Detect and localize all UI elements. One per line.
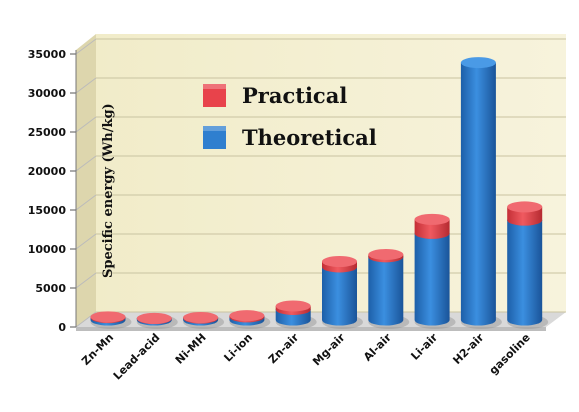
grid-line-side: [75, 272, 97, 289]
bar-practical-Al-air: [368, 248, 404, 263]
bar-theoretical-Li-air-body: [414, 233, 450, 326]
y-tick-label: 20000: [28, 165, 67, 178]
y-tick-label: 25000: [28, 126, 67, 139]
legend-label: Practical: [242, 83, 347, 108]
bar-practical-Ni-MH: [183, 312, 219, 324]
grid-line-side: [75, 116, 97, 133]
bar-theoretical-H2-air-top: [460, 57, 496, 69]
bar-theoretical-Mg-air-body: [322, 266, 357, 326]
bar-theoretical-H2-air-body: [460, 62, 496, 326]
bar-practical-Zn-air: [275, 300, 311, 315]
y-tick-label: 35000: [28, 48, 67, 61]
bar-practical-Li-ion: [229, 310, 265, 323]
bar-practical-Zn-Mn-top: [90, 311, 126, 323]
x-tick-label: H2-air: [450, 331, 486, 367]
bar-practical-Mg-air: [322, 256, 357, 273]
x-tick-label: Mg-air: [310, 331, 348, 369]
grid-line-side: [75, 233, 97, 250]
bar-theoretical-gasoline: [507, 214, 543, 326]
legend-swatch-highlight: [203, 126, 226, 131]
bar-theoretical-Al-air-body: [368, 256, 404, 326]
x-tick-label: Ni-MH: [173, 331, 209, 367]
bar-theoretical-H2-air: [460, 57, 496, 326]
y-tick-label: 10000: [28, 243, 67, 256]
x-tick-label: gasoline: [487, 331, 533, 377]
x-tick-label: Lead-acid: [111, 331, 163, 383]
y-tick-label: 5000: [35, 282, 66, 295]
legend-item: Theoretical: [203, 125, 377, 150]
bar-practical-Ni-MH-top: [183, 312, 219, 324]
grid-line-side: [75, 77, 97, 94]
bar-theoretical-gasoline-body: [507, 220, 543, 326]
grid-line-side: [75, 155, 97, 172]
legend-item: Practical: [203, 83, 347, 108]
bar-practical-Zn-Mn: [90, 311, 126, 324]
bar-practical-Li-air-body: [414, 219, 450, 239]
bar-practical-Zn-air-top: [275, 300, 311, 312]
legend-swatch: [203, 84, 226, 107]
bar-theoretical-Al-air: [368, 251, 404, 326]
legend-swatch: [203, 126, 226, 149]
y-tick-label: 15000: [28, 204, 67, 217]
legend-label: Theoretical: [242, 125, 377, 150]
y-axis-label: Specific energy (Wh/kg): [101, 103, 116, 278]
y-tick-label: 30000: [28, 87, 67, 100]
x-tick-label: Li-ion: [221, 331, 255, 365]
bar-practical-gasoline: [507, 201, 543, 226]
bars: [90, 57, 549, 329]
bar-practical-Mg-air-top: [322, 256, 357, 267]
x-tick-label: Al-air: [361, 331, 394, 364]
bar-practical-Al-air-top: [368, 248, 404, 260]
grid-line-side: [75, 38, 97, 55]
bar-practical-Lead-acid: [136, 312, 172, 325]
x-tick-label: Zn-air: [266, 331, 302, 367]
y-tick-label: 0: [58, 321, 66, 334]
y-axis: 0 5000 10000 15000 20000 25000 30000 35000: [28, 48, 77, 334]
x-tick-label: Li-air: [408, 331, 440, 363]
bar-theoretical-Li-air: [414, 227, 450, 326]
plot-side-wall: [76, 34, 96, 327]
x-tick-label: Zn-Mn: [79, 331, 116, 368]
legend-swatch-highlight: [203, 84, 226, 89]
grid-line-side: [75, 194, 97, 211]
bar-practical-Li-air: [414, 213, 450, 239]
legend: Practical Theoretical: [203, 83, 377, 150]
bar-practical-Lead-acid-top: [136, 312, 172, 324]
bar-practical-Li-air-top: [414, 213, 450, 225]
bar-practical-gasoline-top: [507, 201, 543, 213]
bar-practical-Li-ion-top: [229, 310, 265, 322]
